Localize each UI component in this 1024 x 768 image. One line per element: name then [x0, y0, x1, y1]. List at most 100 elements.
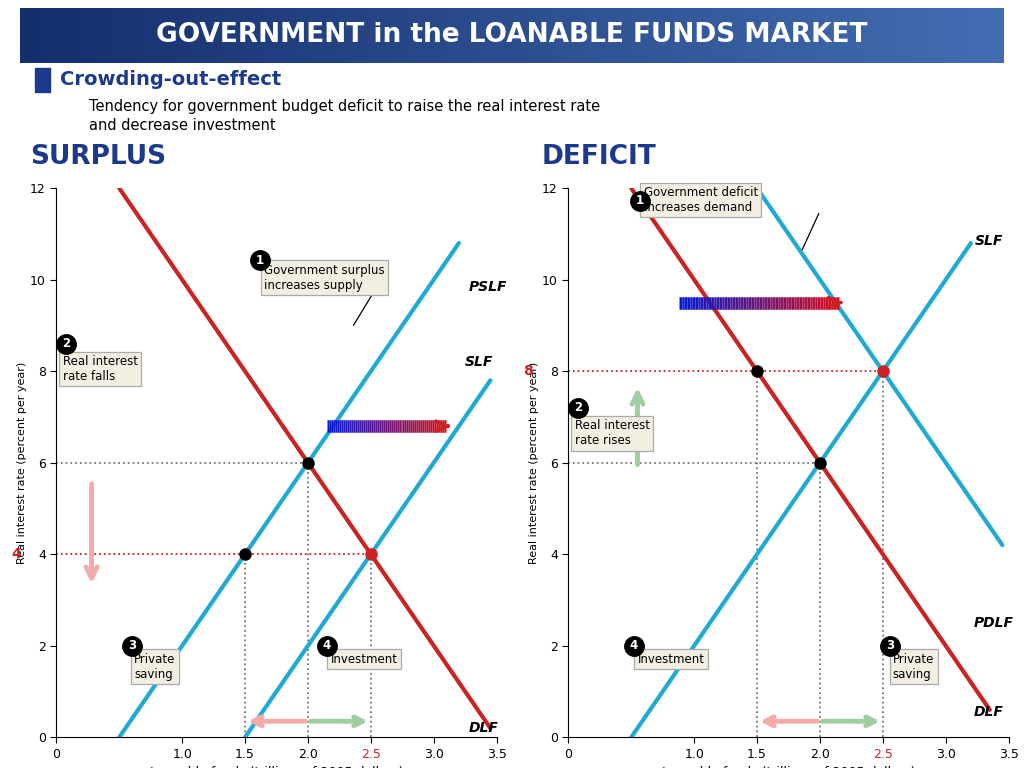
Bar	[537, 8, 542, 63]
Bar	[354, 8, 359, 63]
Bar	[870, 8, 876, 63]
Bar	[881, 8, 886, 63]
Bar	[154, 8, 158, 63]
Bar	[350, 8, 354, 63]
Text: 1: 1	[256, 254, 264, 267]
Bar	[723, 8, 728, 63]
Bar	[998, 8, 1004, 63]
Bar	[645, 8, 649, 63]
Bar	[65, 8, 70, 63]
Bar	[905, 8, 910, 63]
Text: 2: 2	[62, 337, 71, 350]
Bar	[409, 8, 414, 63]
X-axis label: Loanable funds (trillions of 2005 dollars): Loanable funds (trillions of 2005 dollar…	[662, 766, 915, 768]
Bar	[846, 8, 851, 63]
Bar	[649, 8, 654, 63]
Y-axis label: Real interest rate (percent per year): Real interest rate (percent per year)	[529, 362, 540, 564]
Bar	[242, 8, 247, 63]
Bar	[335, 8, 340, 63]
Bar	[375, 8, 379, 63]
Bar	[296, 8, 301, 63]
Bar	[80, 8, 84, 63]
Bar	[326, 8, 330, 63]
Text: Government surplus
increases supply: Government surplus increases supply	[264, 263, 385, 292]
Bar	[610, 8, 615, 63]
Bar	[748, 8, 753, 63]
Bar	[443, 8, 449, 63]
Bar	[635, 8, 640, 63]
Bar	[502, 8, 507, 63]
Bar	[45, 8, 50, 63]
Text: Government deficit
increases demand: Government deficit increases demand	[644, 186, 758, 214]
Bar	[974, 8, 979, 63]
Bar	[237, 8, 242, 63]
Text: Real interest
rate falls: Real interest rate falls	[62, 355, 137, 383]
Bar	[517, 8, 522, 63]
Bar	[252, 8, 256, 63]
Bar	[305, 8, 310, 63]
Bar	[399, 8, 403, 63]
Bar	[109, 8, 114, 63]
Bar	[772, 8, 777, 63]
Bar	[70, 8, 75, 63]
Text: Real interest
rate rises: Real interest rate rises	[574, 419, 649, 447]
Text: and decrease investment: and decrease investment	[89, 118, 275, 133]
Bar	[168, 8, 173, 63]
Bar	[40, 8, 45, 63]
Bar	[547, 8, 551, 63]
Bar	[733, 8, 738, 63]
Text: Investment: Investment	[638, 653, 705, 666]
Bar	[797, 8, 802, 63]
Bar	[989, 8, 993, 63]
Bar	[915, 8, 920, 63]
Bar	[428, 8, 433, 63]
Bar	[75, 8, 80, 63]
Text: SLF: SLF	[975, 233, 1004, 248]
Bar	[777, 8, 782, 63]
Bar	[812, 8, 817, 63]
Bar	[969, 8, 974, 63]
Bar	[703, 8, 709, 63]
Bar	[182, 8, 187, 63]
Text: 4: 4	[630, 639, 638, 652]
Text: 3: 3	[128, 639, 136, 652]
Bar	[900, 8, 905, 63]
Bar	[468, 8, 473, 63]
Bar	[286, 8, 291, 63]
Bar	[831, 8, 837, 63]
Bar	[138, 8, 143, 63]
Bar	[473, 8, 477, 63]
Text: SURPLUS: SURPLUS	[30, 144, 166, 170]
Bar	[203, 8, 207, 63]
Bar	[231, 8, 237, 63]
Bar	[965, 8, 969, 63]
Bar	[670, 8, 674, 63]
Bar	[979, 8, 984, 63]
Bar	[84, 8, 89, 63]
Bar	[187, 8, 193, 63]
Bar	[217, 8, 222, 63]
Bar	[689, 8, 694, 63]
Text: DEFICIT: DEFICIT	[542, 144, 656, 170]
Bar	[89, 8, 94, 63]
Bar	[453, 8, 458, 63]
Bar	[615, 8, 621, 63]
Bar	[886, 8, 891, 63]
Bar	[925, 8, 930, 63]
Bar	[158, 8, 163, 63]
Bar	[276, 8, 281, 63]
Bar	[743, 8, 748, 63]
Text: Crowding-out-effect: Crowding-out-effect	[59, 70, 281, 89]
Bar	[954, 8, 959, 63]
Bar	[605, 8, 610, 63]
Bar	[389, 8, 394, 63]
Bar	[148, 8, 154, 63]
Bar	[684, 8, 689, 63]
Text: Tendency for government budget deficit to raise the real interest rate: Tendency for government budget deficit t…	[89, 99, 600, 114]
Bar	[340, 8, 345, 63]
Bar	[438, 8, 443, 63]
Bar	[821, 8, 826, 63]
Bar	[940, 8, 944, 63]
Bar	[984, 8, 989, 63]
Bar	[571, 8, 575, 63]
